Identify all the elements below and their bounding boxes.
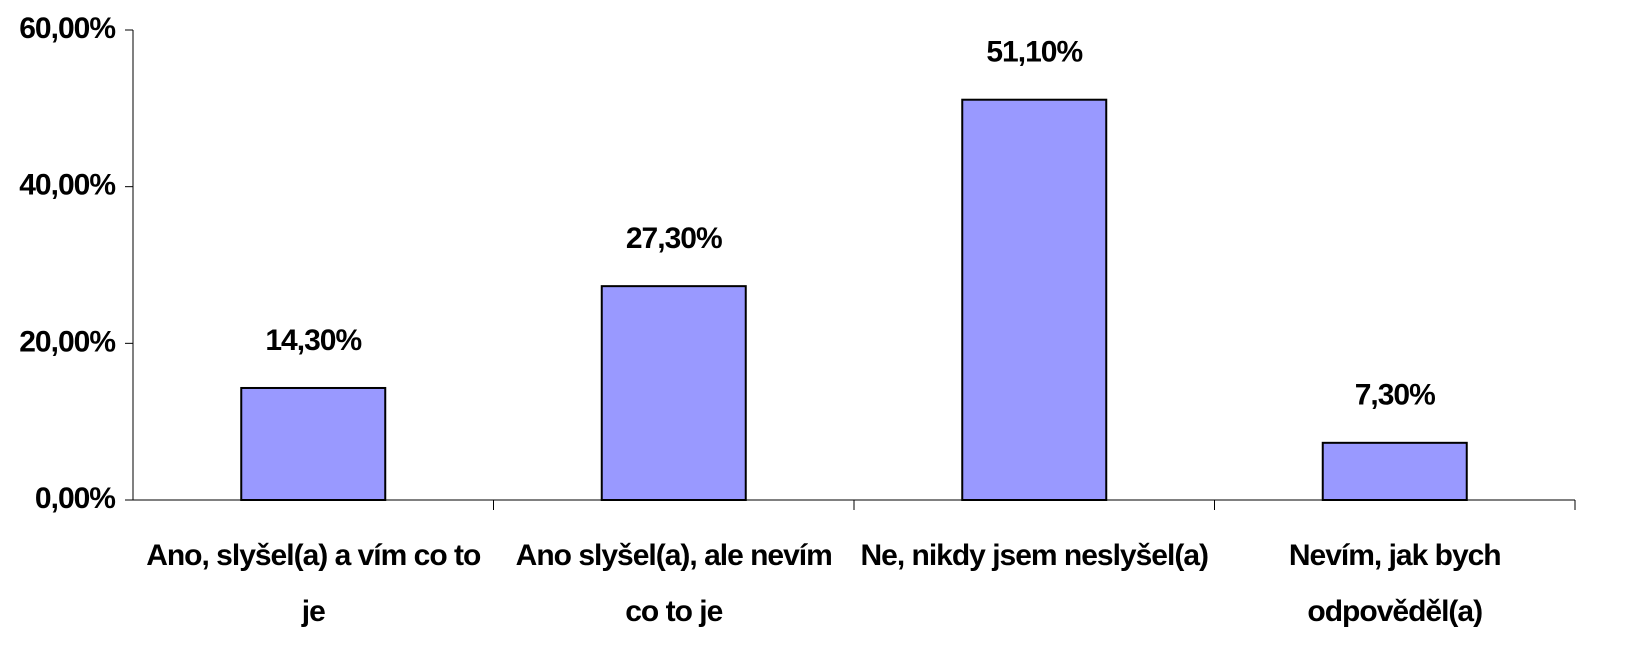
x-tick-label-box: Ano, slyšel(a) a vím co to je <box>146 539 481 628</box>
x-tick-label-box: Nevím, jak bych odpověděl(a) <box>1288 539 1502 628</box>
x-tick-label-box: Ano slyšel(a), ale nevím co to je <box>515 539 833 628</box>
y-tick-label: 20,00% <box>19 325 115 358</box>
value-label: 14,30% <box>265 324 361 357</box>
value-label: 7,30% <box>1355 379 1435 412</box>
value-label: 51,10% <box>986 36 1082 69</box>
bar <box>600 285 747 501</box>
value-label: 27,30% <box>626 222 722 255</box>
x-tick-label-box: Ne, nikdy jsem neslyšel(a) <box>860 539 1209 572</box>
x-tick-label: Nevím, jak bych odpověděl(a) <box>1288 539 1502 628</box>
y-tick-label: 40,00% <box>19 169 115 202</box>
y-tick-label: 60,00% <box>19 12 115 45</box>
x-tick-label: Ano, slyšel(a) a vím co to je <box>146 539 481 628</box>
bar <box>240 386 387 502</box>
x-tick-label: Ne, nikdy jsem neslyšel(a) <box>860 539 1209 572</box>
bar <box>961 98 1108 501</box>
x-tick-label: Ano slyšel(a), ale nevím co to je <box>515 539 833 628</box>
y-tick-label: 0,00% <box>35 482 115 515</box>
bar <box>1321 441 1468 502</box>
